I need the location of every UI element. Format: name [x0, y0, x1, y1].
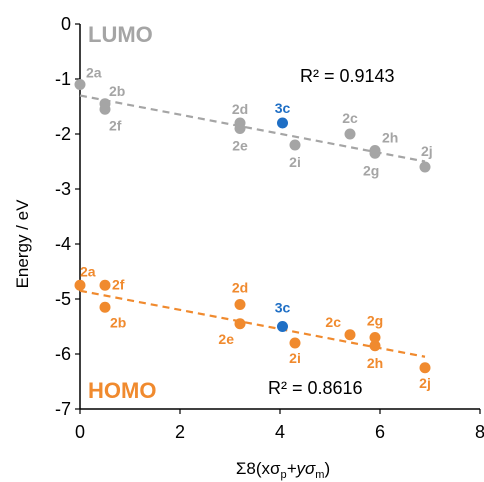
lumo-label-2c: 2c: [342, 110, 358, 126]
lumo-point-3c: [277, 117, 288, 129]
y-tick-label: -3: [55, 179, 71, 199]
lumo-series-title: LUMO: [88, 22, 153, 47]
homo-label-2d: 2d: [232, 280, 248, 296]
y-tick-label: -7: [55, 399, 71, 419]
lumo-trendline: [79, 94, 426, 163]
x-tick-label: 2: [175, 422, 185, 442]
homo-label-2i: 2i: [289, 350, 301, 366]
homo-point-2e: [234, 318, 246, 330]
x-axis-title-part2: +yσ: [287, 459, 316, 478]
axes-layer: 0-1-2-3-4-5-6-70 2 4 6 8: [55, 14, 484, 442]
lumo-point-2e: [234, 123, 246, 134]
homo-label-2h: 2h: [367, 355, 383, 371]
x-axis-title: Σ8(xσp+yσm): [236, 459, 330, 481]
homo-label-2b: 2b: [110, 314, 126, 330]
homo-point-2i: [289, 337, 301, 349]
homo-label-2a: 2a: [80, 263, 96, 279]
lumo-point-2c: [344, 128, 356, 140]
homo-label-2j: 2j: [419, 375, 431, 391]
x-axis-title-part3: ): [324, 459, 330, 478]
lumo-label-2d: 2d: [232, 101, 248, 117]
lumo-label-2h: 2h: [382, 130, 398, 146]
homo-label-2c: 2c: [325, 314, 341, 330]
lumo-point-2a: [74, 79, 86, 90]
lumo-label-2i: 2i: [289, 154, 301, 170]
homo-trendline: [79, 289, 426, 358]
lumo-label-2e: 2e: [232, 138, 248, 154]
y-tick-label: -4: [55, 234, 71, 254]
homo-series-title: HOMO: [88, 378, 156, 403]
lumo-point-2j: [419, 161, 431, 173]
y-tick-label: 0: [61, 14, 71, 34]
x-tick-label: 8: [475, 422, 484, 442]
x-axis-title-part1: Σ8(xσ: [236, 459, 281, 478]
lumo-r2-label: R² = 0.9143: [300, 66, 395, 86]
homo-point-2a: [74, 279, 86, 291]
homo-point-2g: [369, 332, 381, 343]
x-axis-title-sub1: p: [280, 469, 286, 481]
homo-point-2d: [234, 299, 246, 310]
homo-r2-label: R² = 0.8616: [268, 378, 363, 398]
homo-label-2f: 2f: [112, 276, 125, 292]
x-tick-label: 0: [75, 422, 85, 442]
homo-point-2c: [344, 329, 356, 341]
lumo-label-2j: 2j: [421, 143, 433, 159]
y-tick-label: -1: [55, 69, 71, 89]
homo-point-2f: [99, 279, 111, 291]
y-tick-label: -2: [55, 124, 71, 144]
lumo-point-2f: [99, 103, 111, 115]
lumo-point-2i: [289, 139, 301, 151]
x-tick-label: 4: [275, 422, 285, 442]
y-tick-label: -5: [55, 289, 71, 309]
lumo-label-2a: 2a: [86, 65, 102, 81]
x-tick-label: 6: [375, 422, 385, 442]
lumo-label-2b: 2b: [109, 83, 125, 99]
y-axis-title: Energy / eV: [13, 199, 32, 288]
lumo-label-2g: 2g: [363, 162, 379, 178]
homo-point-2j: [419, 362, 431, 374]
homo-label-3c: 3c: [275, 300, 291, 316]
homo-point-2h: [369, 340, 381, 352]
homo-point-3c: [277, 321, 288, 332]
x-axis-title-sub2: m: [315, 469, 324, 481]
homo-label-2e: 2e: [218, 331, 234, 347]
lumo-point-2g: [369, 147, 381, 159]
homo-point-2b: [99, 301, 111, 313]
homo-label-2g: 2g: [367, 313, 383, 329]
lumo-label-2f: 2f: [109, 117, 122, 133]
trendline-layer: [79, 94, 426, 358]
points-layer: [74, 79, 431, 374]
lumo-label-3c: 3c: [275, 100, 291, 116]
y-tick-label: -6: [55, 344, 71, 364]
